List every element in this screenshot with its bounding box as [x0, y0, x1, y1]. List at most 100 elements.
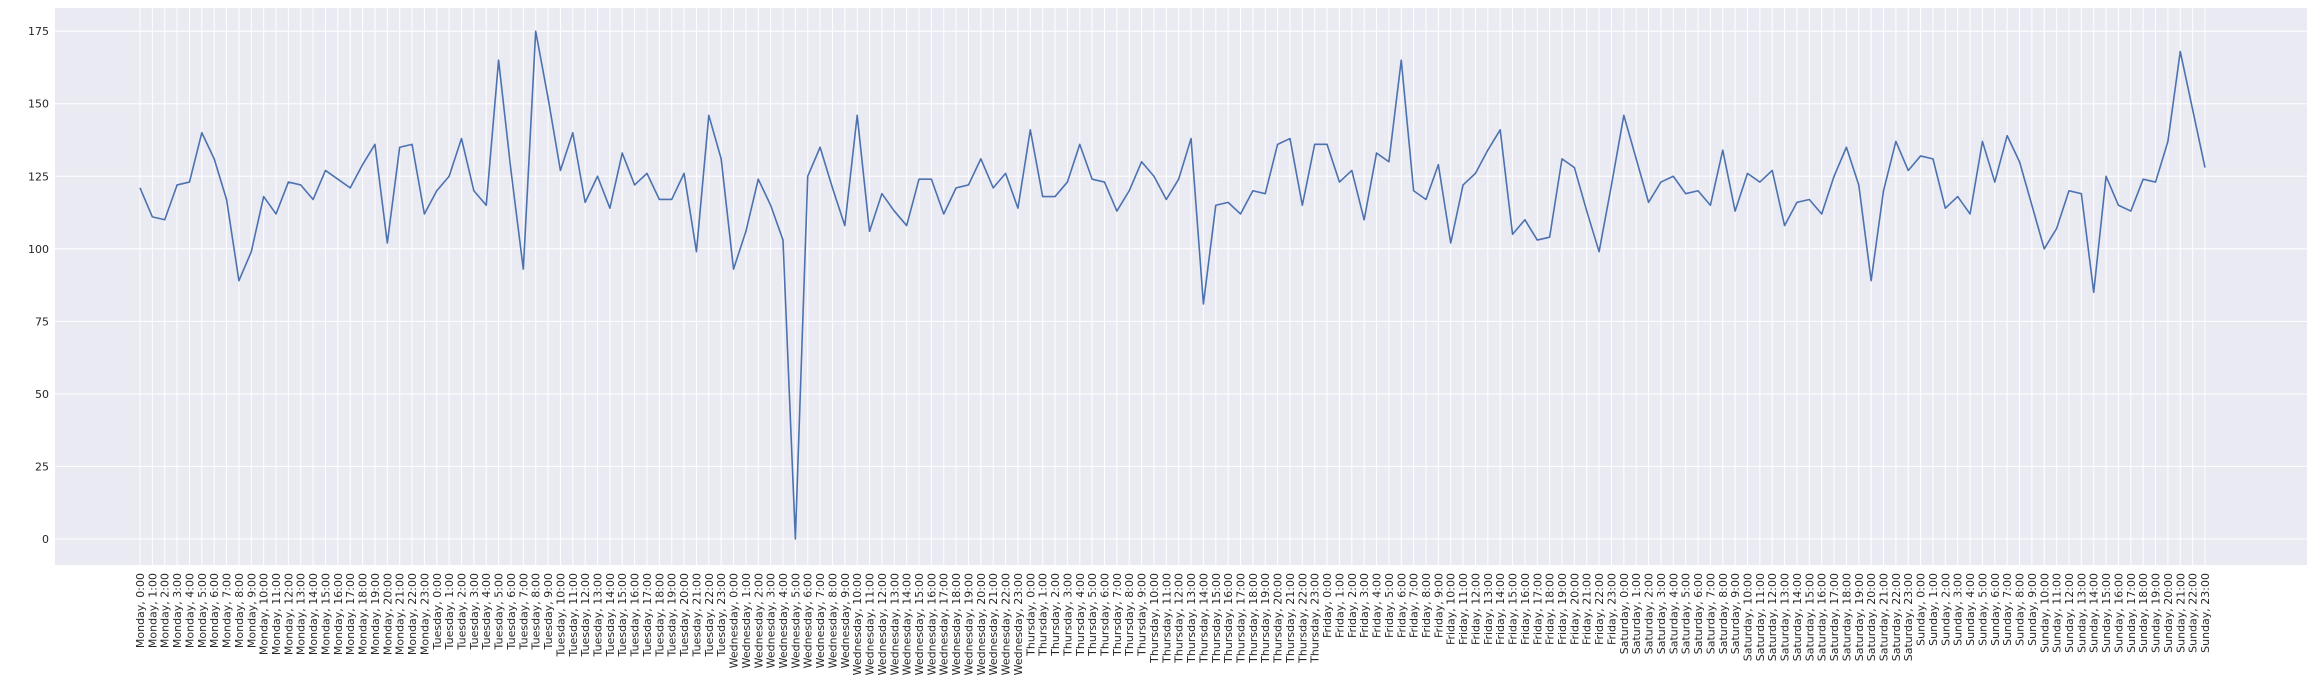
x-tick-label: Wednesday, 1:00 — [740, 573, 753, 668]
x-tick-label: Tuesday, 15:00 — [616, 573, 629, 657]
x-tick-label: Thursday, 6:00 — [1098, 573, 1111, 657]
x-tick-label: Wednesday, 2:00 — [752, 573, 765, 668]
x-tick-label: Monday, 7:00 — [221, 573, 234, 648]
x-tick-labels: Monday, 0:00 Monday, 1:00 Monday, 2:00 Mond… — [134, 573, 2212, 675]
x-tick-label: Saturday, 7:00 — [1704, 573, 1717, 654]
x-tick-label: Monday, 6:00 — [208, 573, 221, 648]
x-tick-label: Thursday, 21:00 — [1284, 573, 1297, 664]
x-tick-label: Saturday, 10:00 — [1741, 573, 1754, 661]
x-tick-label: Wednesday, 23:00 — [1012, 573, 1025, 675]
x-tick-label: Wednesday, 20:00 — [975, 573, 988, 675]
x-tick-label: Wednesday, 17:00 — [938, 573, 951, 675]
x-tick-label: Monday, 16:00 — [332, 573, 345, 655]
y-gridlines — [55, 30, 2307, 540]
x-tick-label: Monday, 19:00 — [369, 573, 382, 655]
x-tick-label: Thursday, 9:00 — [1136, 573, 1149, 657]
x-tick-label: Wednesday, 15:00 — [913, 573, 926, 675]
x-tick-label: Friday, 20:00 — [1568, 573, 1581, 645]
x-tick-label: Tuesday, 16:00 — [629, 573, 642, 657]
y-tick-label: 150 — [28, 98, 49, 111]
x-tick-label: Wednesday, 6:00 — [802, 573, 815, 668]
x-tick-label: Tuesday, 20:00 — [678, 573, 691, 657]
y-tick-label: 100 — [28, 243, 49, 256]
x-tick-label: Monday, 23:00 — [418, 573, 431, 655]
x-tick-label: Saturday, 5:00 — [1680, 573, 1693, 654]
x-tick-label: Monday, 9:00 — [245, 573, 258, 648]
x-tick-label: Wednesday, 8:00 — [826, 573, 839, 668]
x-tick-label: Friday, 3:00 — [1358, 573, 1371, 638]
y-tick-label: 50 — [35, 388, 49, 401]
x-tick-label: Saturday, 18:00 — [1840, 573, 1853, 661]
x-tick-label: Friday, 16:00 — [1519, 573, 1532, 645]
x-tick-label: Sunday, 4:00 — [1964, 573, 1977, 646]
x-tick-label: Friday, 23:00 — [1605, 573, 1618, 645]
x-tick-label: Monday, 10:00 — [258, 573, 271, 655]
x-tick-label: Wednesday, 12:00 — [876, 573, 889, 675]
x-tick-label: Monday, 8:00 — [233, 573, 246, 648]
x-tick-label: Thursday, 12:00 — [1173, 573, 1186, 664]
x-tick-label: Thursday, 23:00 — [1309, 573, 1322, 664]
x-tick-label: Thursday, 15:00 — [1210, 573, 1223, 664]
x-tick-label: Wednesday, 13:00 — [888, 573, 901, 675]
x-tick-label: Sunday, 15:00 — [2100, 573, 2113, 653]
x-tick-label: Sunday, 20:00 — [2162, 573, 2175, 653]
x-tick-label: Tuesday, 13:00 — [592, 573, 605, 657]
x-tick-label: Friday, 17:00 — [1531, 573, 1544, 645]
x-tick-label: Tuesday, 0:00 — [431, 573, 444, 650]
x-tick-label: Friday, 6:00 — [1395, 573, 1408, 638]
x-tick-label: Tuesday, 10:00 — [554, 573, 567, 657]
x-tick-label: Wednesday, 18:00 — [950, 573, 963, 675]
x-tick-label: Saturday, 4:00 — [1667, 573, 1680, 654]
x-tick-label: Wednesday, 10:00 — [851, 573, 864, 675]
x-tick-label: Wednesday, 7:00 — [814, 573, 827, 668]
x-tick-label: Thursday, 22:00 — [1296, 573, 1309, 664]
x-tick-label: Saturday, 22:00 — [1890, 573, 1903, 661]
x-tick-label: Thursday, 7:00 — [1111, 573, 1124, 657]
x-tick-label: Saturday, 21:00 — [1878, 573, 1891, 661]
x-tick-label: Monday, 5:00 — [196, 573, 209, 648]
x-tick-label: Tuesday, 4:00 — [480, 573, 493, 650]
x-tick-label: Sunday, 5:00 — [1976, 573, 1989, 646]
x-tick-label: Friday, 13:00 — [1482, 573, 1495, 645]
x-tick-label: Friday, 0:00 — [1321, 573, 1334, 638]
x-tick-label: Friday, 9:00 — [1432, 573, 1445, 638]
x-tick-label: Wednesday, 9:00 — [839, 573, 852, 668]
x-tick-label: Sunday, 10:00 — [2038, 573, 2051, 653]
x-tick-label: Wednesday, 11:00 — [864, 573, 877, 675]
x-tick-label: Thursday, 1:00 — [1037, 573, 1050, 657]
x-tick-label: Thursday, 5:00 — [1086, 573, 1099, 657]
x-tick-label: Saturday, 16:00 — [1816, 573, 1829, 661]
x-tick-label: Tuesday, 9:00 — [542, 573, 555, 650]
x-tick-label: Wednesday, 16:00 — [925, 573, 938, 675]
x-tick-label: Sunday, 22:00 — [2187, 573, 2200, 653]
x-tick-label: Thursday, 0:00 — [1024, 573, 1037, 657]
x-tick-label: Thursday, 13:00 — [1185, 573, 1198, 664]
x-tick-label: Tuesday, 11:00 — [567, 573, 580, 657]
x-tick-label: Thursday, 18:00 — [1247, 573, 1260, 664]
x-tick-label: Friday, 18:00 — [1544, 573, 1557, 645]
x-tick-label: Monday, 18:00 — [357, 573, 370, 655]
x-tick-label: Monday, 3:00 — [171, 573, 184, 648]
x-tick-label: Thursday, 17:00 — [1235, 573, 1248, 664]
x-tick-label: Tuesday, 21:00 — [690, 573, 703, 657]
x-tick-label: Wednesday, 4:00 — [777, 573, 790, 668]
y-tick-label: 25 — [35, 460, 49, 473]
x-tick-label: Saturday, 17:00 — [1828, 573, 1841, 661]
x-tick-label: Sunday, 0:00 — [1915, 573, 1928, 646]
x-tick-label: Sunday, 21:00 — [2174, 573, 2187, 653]
x-tick-label: Friday, 11:00 — [1457, 573, 1470, 645]
x-tick-label: Thursday, 3:00 — [1061, 573, 1074, 657]
x-tick-label: Thursday, 19:00 — [1259, 573, 1272, 664]
x-tick-label: Monday, 0:00 — [134, 573, 147, 648]
x-tick-label: Sunday, 8:00 — [2014, 573, 2027, 646]
x-tick-label: Friday, 19:00 — [1556, 573, 1569, 645]
x-tick-label: Sunday, 13:00 — [2075, 573, 2088, 653]
x-tick-label: Saturday, 6:00 — [1692, 573, 1705, 654]
x-tick-label: Sunday, 23:00 — [2199, 573, 2212, 653]
x-tick-label: Monday, 20:00 — [381, 573, 394, 655]
x-tick-label: Sunday, 6:00 — [1989, 573, 2002, 646]
x-tick-label: Monday, 1:00 — [146, 573, 159, 648]
x-tick-label: Thursday, 16:00 — [1222, 573, 1235, 664]
x-tick-label: Thursday, 8:00 — [1123, 573, 1136, 657]
x-tick-label: Saturday, 23:00 — [1902, 573, 1915, 661]
